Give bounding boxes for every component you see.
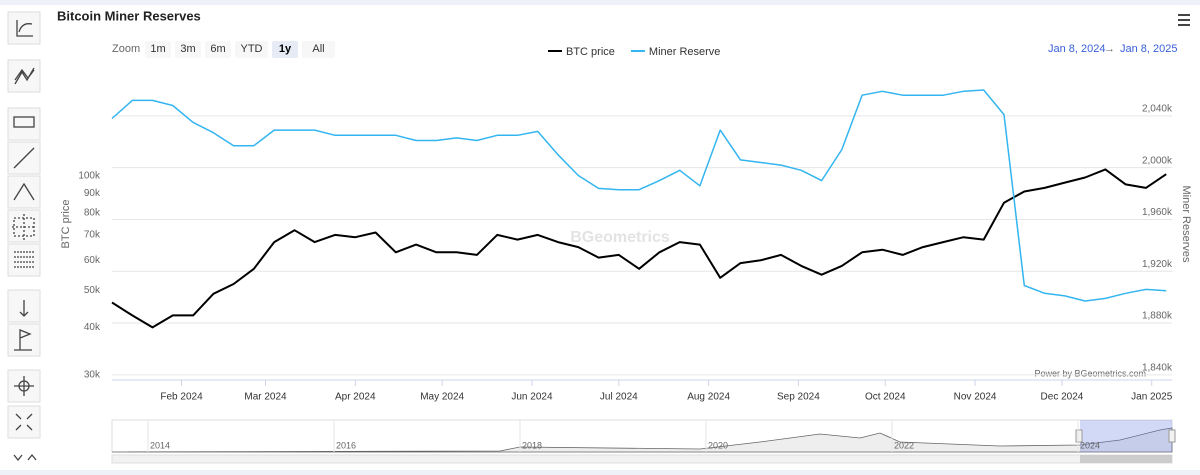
- icon: [13, 182, 35, 201]
- navigator-label: 2018: [522, 440, 542, 450]
- scrollbar-thumb[interactable]: [1080, 455, 1172, 463]
- range-arrow: →: [1104, 43, 1115, 55]
- zoom-button-label: All: [312, 43, 324, 55]
- y-tick-label: 30k: [84, 370, 101, 381]
- navigator-label: 2016: [336, 440, 356, 450]
- navigator-series: [111, 427, 1173, 453]
- zoom-button[interactable]: [205, 41, 231, 58]
- y-tick-label: 70k: [84, 229, 101, 240]
- tool-flag[interactable]: [7, 323, 41, 357]
- icon: [14, 376, 34, 396]
- y2-tick-label: 2,000k: [1142, 155, 1173, 166]
- zoom-button[interactable]: [302, 41, 335, 58]
- legend-label[interactable]: Miner Reserve: [649, 46, 721, 58]
- zoom-button[interactable]: [145, 41, 171, 58]
- x-tick-label: Feb 2024: [160, 392, 203, 403]
- navigator-handle[interactable]: [1168, 429, 1176, 443]
- series-line: [111, 89, 1167, 302]
- zoom-button-label: 6m: [210, 43, 225, 55]
- tool-table[interactable]: [7, 243, 41, 277]
- watermark: BGeometrics: [570, 229, 670, 246]
- x-tick-label: Apr 2024: [335, 392, 376, 403]
- tool-text[interactable]: [7, 107, 41, 141]
- toolbar-scroll[interactable]: [13, 453, 37, 462]
- tool-line[interactable]: [7, 141, 41, 175]
- zoom-label: Zoom: [112, 43, 140, 55]
- y-tick-label: 40k: [84, 322, 101, 333]
- y-tick-label: 100k: [78, 171, 101, 182]
- bottom-strip: [0, 470, 1200, 475]
- credit: Power by BGeometrics.com: [1034, 368, 1146, 378]
- icon: [12, 214, 36, 240]
- top-strip: [0, 0, 1200, 5]
- x-tick-label: Aug 2024: [687, 392, 730, 403]
- icon: [14, 251, 34, 268]
- legend-label[interactable]: BTC price: [566, 46, 615, 58]
- y-tick-label: 90k: [84, 188, 101, 199]
- y-tick-label: 50k: [84, 285, 101, 296]
- navigator-selection[interactable]: [1080, 420, 1172, 452]
- range-to: Jan 8, 2025: [1120, 43, 1178, 55]
- y2-tick-label: 1,880k: [1142, 311, 1173, 322]
- x-tick-label: Jun 2024: [511, 392, 553, 403]
- navigator-label: 2020: [708, 440, 728, 450]
- y2-tick-label: 2,040k: [1142, 104, 1173, 115]
- zoom-button[interactable]: [272, 41, 298, 58]
- navigator-label: 2024: [1080, 440, 1100, 450]
- icon: [13, 147, 35, 169]
- y-tick-label: 80k: [84, 207, 101, 218]
- zoom-button[interactable]: [175, 41, 201, 58]
- range-from: Jan 8, 2024: [1048, 43, 1106, 55]
- y-axis-title: BTC price: [60, 200, 72, 249]
- y-tick-label: 60k: [84, 255, 101, 266]
- y2-tick-label: 1,960k: [1142, 207, 1173, 218]
- menu-button[interactable]: [1178, 14, 1190, 26]
- x-tick-label: Nov 2024: [954, 392, 997, 403]
- zoom-button-label: 1m: [150, 43, 165, 55]
- x-tick-label: Jul 2024: [600, 392, 638, 403]
- navigator-label: 2022: [894, 440, 914, 450]
- icon: [14, 329, 32, 351]
- y2-axis-title: Miner Reserves: [1180, 185, 1192, 263]
- x-tick-label: Mar 2024: [244, 392, 287, 403]
- x-tick-label: Dec 2024: [1041, 392, 1084, 403]
- y2-tick-label: 1,840k: [1142, 362, 1173, 373]
- tool-fullscreen[interactable]: [7, 405, 41, 439]
- x-tick-label: Jan 2025: [1131, 392, 1173, 403]
- zoom-button-label: 1y: [279, 43, 292, 55]
- icon: [18, 380, 30, 392]
- x-tick-label: Sep 2024: [777, 392, 820, 403]
- icon: [15, 413, 33, 431]
- icon: [16, 20, 33, 37]
- navigator-handle[interactable]: [1075, 429, 1083, 443]
- y2-tick-label: 1,920k: [1142, 259, 1173, 270]
- series-line: [111, 168, 1167, 329]
- icon: [14, 67, 35, 85]
- tool-fib[interactable]: [7, 175, 41, 209]
- x-tick-label: May 2024: [420, 392, 464, 403]
- icon: [19, 300, 29, 317]
- scrollbar[interactable]: [111, 454, 1173, 464]
- tool-indicators[interactable]: [7, 11, 41, 45]
- icon: [13, 116, 35, 128]
- navigator-label: 2014: [150, 440, 170, 450]
- chart-title: Bitcoin Miner Reserves: [57, 8, 201, 23]
- x-tick-label: Oct 2024: [865, 392, 906, 403]
- toolbar: [7, 11, 41, 462]
- zoom-button-label: 3m: [180, 43, 195, 55]
- zoom-button-label: YTD: [241, 43, 263, 55]
- zoom-button[interactable]: [235, 41, 268, 58]
